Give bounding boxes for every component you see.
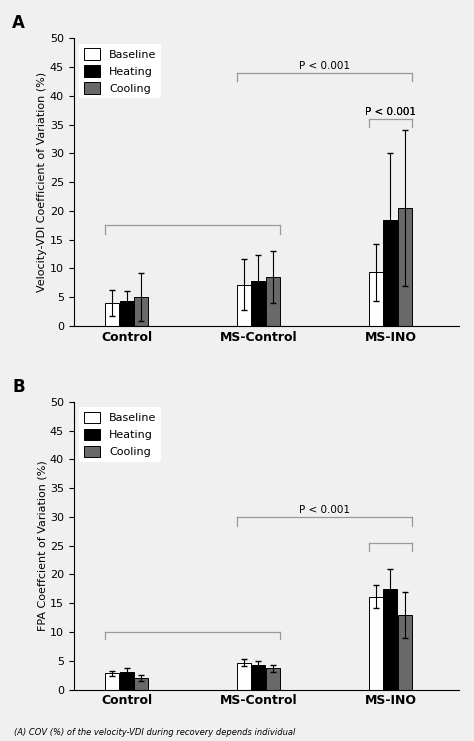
Bar	[237, 285, 251, 326]
Legend: Baseline, Heating, Cooling: Baseline, Heating, Cooling	[79, 44, 161, 98]
Text: P < 0.001: P < 0.001	[365, 107, 416, 117]
Bar	[398, 615, 412, 690]
Bar	[369, 273, 383, 326]
Bar	[251, 665, 265, 690]
Bar	[237, 662, 251, 690]
Bar	[383, 589, 397, 690]
Legend: Baseline, Heating, Cooling: Baseline, Heating, Cooling	[79, 408, 161, 462]
Bar	[119, 672, 134, 690]
Text: P < 0.001: P < 0.001	[365, 107, 416, 117]
Text: A: A	[12, 14, 25, 33]
Bar	[134, 678, 148, 690]
Y-axis label: Velocity-VDI Coefficient of Variation (%): Velocity-VDI Coefficient of Variation (%…	[37, 72, 47, 292]
Bar	[266, 668, 280, 690]
Text: P < 0.001: P < 0.001	[299, 505, 350, 515]
Bar	[398, 208, 412, 326]
Bar	[119, 302, 134, 326]
Bar	[251, 281, 265, 326]
Text: (A) COV (%) of the velocity-VDI during recovery depends individual: (A) COV (%) of the velocity-VDI during r…	[14, 728, 296, 737]
Bar	[134, 297, 148, 326]
Text: B: B	[12, 378, 25, 396]
Text: P < 0.001: P < 0.001	[299, 61, 350, 71]
Bar	[105, 303, 119, 326]
Y-axis label: FPA Coeffcient of Variation (%): FPA Coeffcient of Variation (%)	[37, 460, 47, 631]
Bar	[105, 674, 119, 690]
Bar	[383, 219, 397, 326]
Bar	[369, 597, 383, 690]
Bar	[266, 277, 280, 326]
